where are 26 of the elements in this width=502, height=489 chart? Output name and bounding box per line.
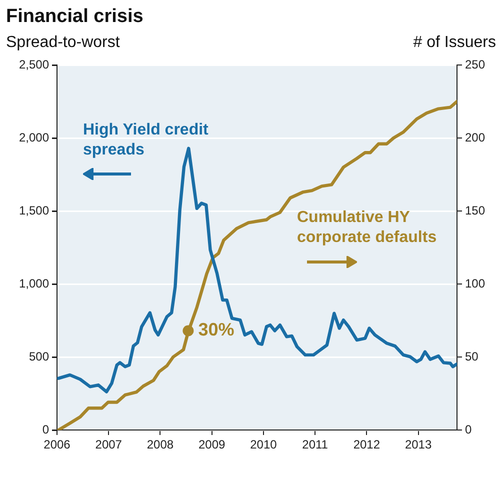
- y2-axis-title: # of Issuers: [413, 34, 496, 51]
- y-tick-label: 1,500: [18, 203, 50, 218]
- x-tick-label: 2013: [404, 438, 432, 452]
- y2-tick-label: 250: [465, 57, 486, 72]
- chart-title: Financial crisis: [6, 6, 144, 27]
- y2-tick-label: 100: [465, 276, 486, 290]
- y-tick-label: 0: [42, 422, 50, 436]
- x-tick-label: 2009: [198, 438, 226, 452]
- y2-tick-label: 50: [465, 349, 479, 364]
- x-tick-label: 2007: [95, 438, 122, 452]
- y-tick-label: 2,000: [18, 130, 50, 144]
- x-tick-label: 2012: [353, 438, 380, 452]
- y2-tick-label: 150: [465, 203, 486, 218]
- y-tick-label: 2,500: [18, 57, 50, 72]
- x-tick-label: 2010: [250, 438, 278, 452]
- series-label: Cumulative HY corporate defaults: [297, 208, 437, 246]
- annotation: 30%: [198, 320, 234, 340]
- x-tick-label: 2006: [44, 438, 71, 452]
- y2-tick-label: 200: [465, 130, 486, 144]
- y-tick-label: 1,000: [18, 276, 50, 290]
- y2-tick-label: 0: [465, 422, 472, 436]
- x-tick-label: 2008: [146, 438, 174, 452]
- series-label: High Yield credit spreads: [83, 121, 210, 158]
- y-axis-title: Spread-to-worst: [6, 34, 120, 51]
- y-tick-label: 500: [28, 349, 50, 364]
- x-tick-label: 2011: [302, 438, 328, 452]
